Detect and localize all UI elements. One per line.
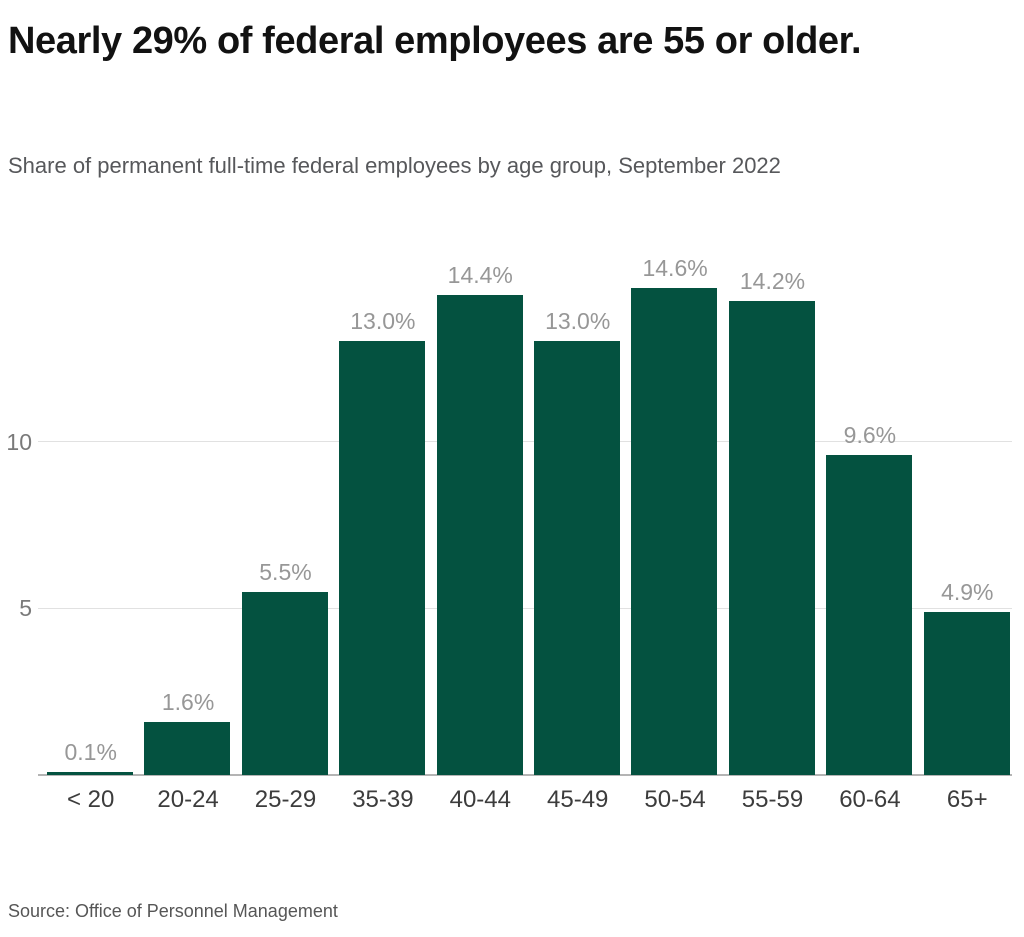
bar bbox=[436, 294, 523, 775]
x-axis-tick-label: 35-39 bbox=[352, 786, 414, 813]
y-gridline bbox=[38, 607, 1012, 609]
x-axis-tick-label: 40-44 bbox=[449, 786, 511, 813]
x-axis-line bbox=[38, 774, 1012, 776]
bar-value-label: 1.6% bbox=[161, 688, 215, 715]
x-axis-tick-label: < 20 bbox=[67, 786, 115, 813]
bar bbox=[144, 721, 231, 775]
x-axis-tick-label: 60-64 bbox=[839, 786, 901, 813]
x-axis-tick-label: 25-29 bbox=[254, 786, 317, 813]
y-axis-tick-label: 10 bbox=[6, 428, 32, 455]
x-axis-tick-label: 65+ bbox=[946, 786, 988, 813]
y-gridline bbox=[38, 441, 1012, 442]
bar-value-label: 13.0% bbox=[545, 308, 611, 335]
bar-value-label: 4.9% bbox=[941, 578, 994, 605]
source-note: Source: Office of Personnel Management bbox=[8, 901, 338, 921]
bar-value-label: 14.6% bbox=[642, 255, 708, 282]
x-axis-tick-label: 20-24 bbox=[157, 786, 219, 813]
bar bbox=[923, 611, 1010, 775]
bar bbox=[631, 288, 718, 775]
bar bbox=[826, 454, 913, 775]
bar bbox=[534, 341, 620, 775]
chart-title: Nearly 29% of federal employees are 55 o… bbox=[8, 20, 862, 62]
chart-subtitle: Share of permanent full-time federal emp… bbox=[8, 153, 781, 178]
x-axis-tick-label: 45-49 bbox=[547, 786, 609, 813]
bar-value-label: 14.4% bbox=[447, 261, 513, 288]
bar bbox=[47, 771, 133, 775]
bar-value-label: 9.6% bbox=[843, 421, 897, 448]
x-axis-tick-label: 50-54 bbox=[644, 786, 706, 813]
bar bbox=[728, 301, 815, 775]
bar-value-label: 0.1% bbox=[64, 738, 117, 765]
bar-value-label: 13.0% bbox=[350, 308, 416, 335]
bar-value-label: 5.5% bbox=[259, 558, 312, 585]
bar bbox=[241, 591, 328, 775]
x-axis-tick-label: 55-59 bbox=[741, 786, 804, 813]
bar-value-label: 14.2% bbox=[739, 268, 806, 295]
y-axis-tick-label: 5 bbox=[19, 595, 32, 622]
bar bbox=[339, 341, 426, 775]
